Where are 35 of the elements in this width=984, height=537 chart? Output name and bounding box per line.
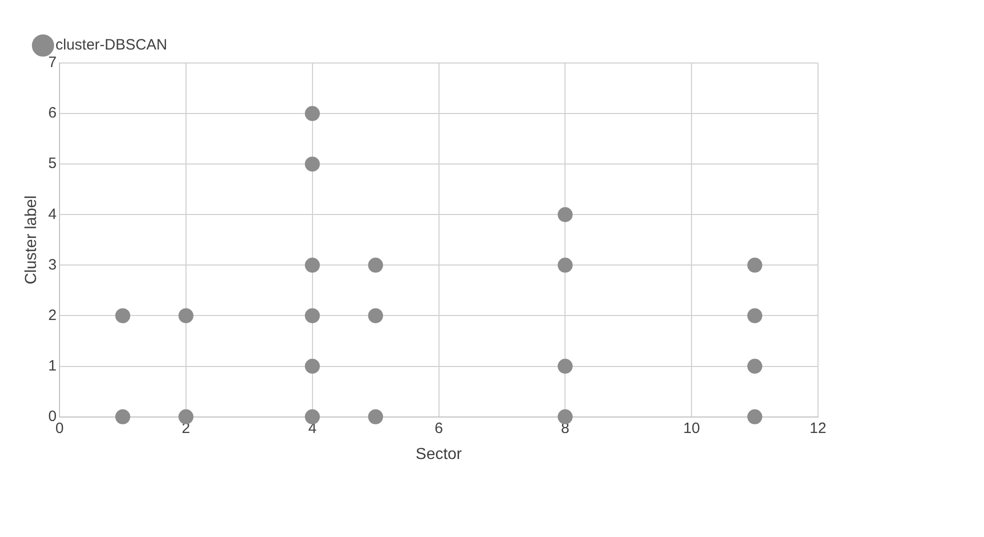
y-tick-label: 0 (48, 408, 57, 425)
point (368, 409, 384, 424)
point (747, 409, 762, 424)
point (304, 409, 320, 424)
point (558, 258, 573, 273)
point (747, 308, 762, 324)
point (747, 258, 762, 273)
point (558, 409, 573, 424)
legend-label: cluster-DBSCAN (56, 36, 168, 54)
y-tick-label: 3 (48, 256, 57, 274)
point (368, 308, 384, 324)
point (368, 258, 384, 273)
x-tick-label: 6 (434, 420, 443, 437)
point (558, 207, 573, 222)
x-tick-label: 12 (810, 420, 826, 437)
y-tick-label: 7 (48, 54, 57, 72)
point (304, 106, 320, 122)
point (304, 308, 320, 324)
x-axis-title: Sector (416, 446, 463, 463)
y-tick-label: 4 (48, 206, 57, 223)
point (115, 409, 130, 424)
point (558, 358, 573, 374)
y-tick-label: 5 (48, 155, 57, 172)
point (115, 308, 130, 324)
point (178, 308, 194, 324)
y-tick-label: 2 (48, 306, 57, 324)
point (304, 258, 320, 273)
x-tick-label: 10 (683, 420, 700, 437)
y-axis-title: Cluster label (23, 195, 40, 284)
point (178, 409, 194, 424)
y-tick-label: 6 (48, 104, 57, 122)
y-tick-label: 1 (48, 357, 57, 374)
point (747, 358, 762, 374)
point (304, 358, 320, 374)
point (304, 156, 320, 172)
